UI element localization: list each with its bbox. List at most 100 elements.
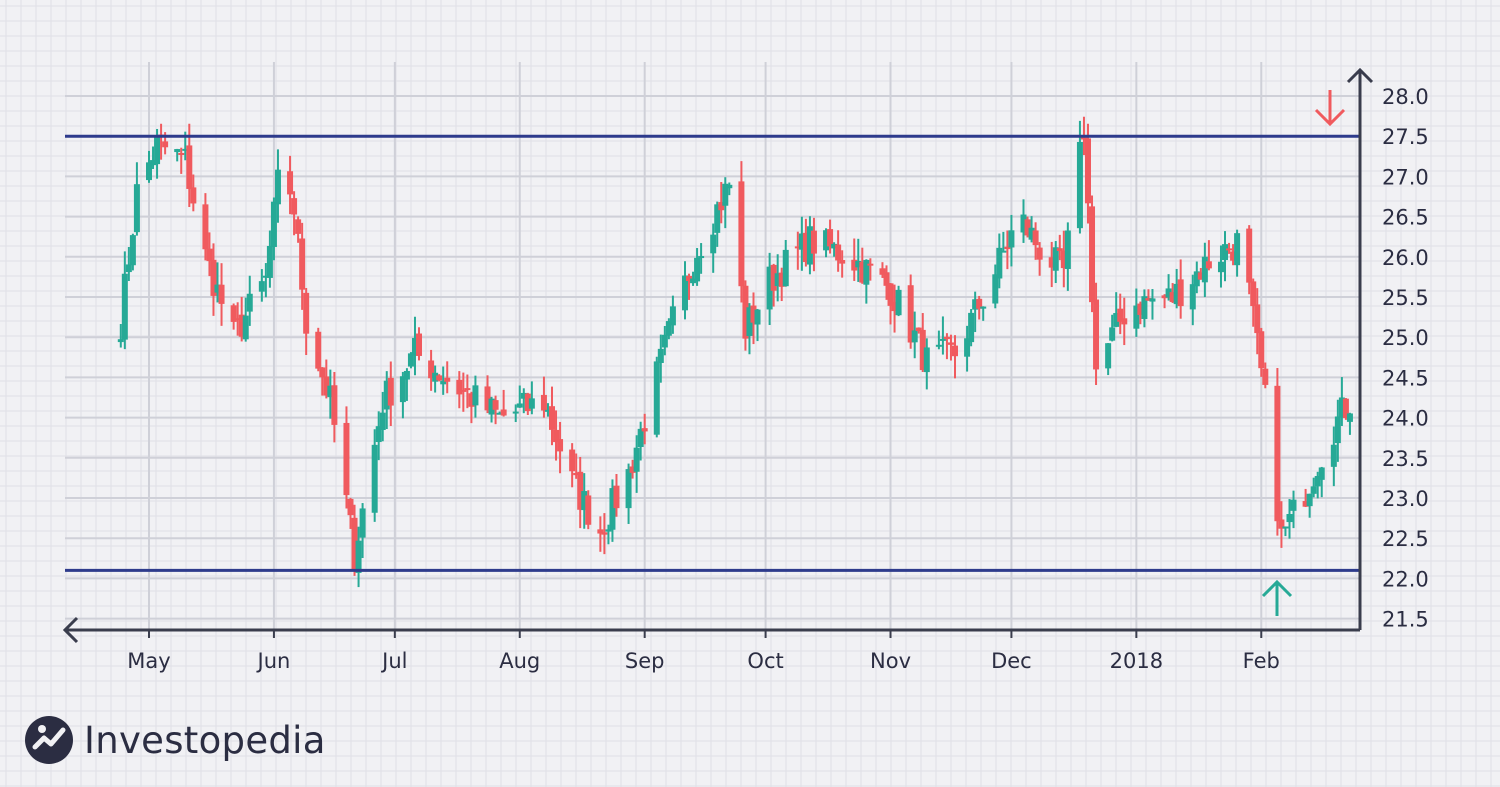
candle — [863, 259, 870, 304]
candle — [1036, 242, 1043, 276]
candle — [492, 395, 499, 425]
candle — [266, 230, 273, 288]
candle — [907, 274, 914, 349]
axes — [62, 67, 1374, 644]
candle — [512, 404, 519, 423]
candle — [460, 372, 467, 412]
candle — [287, 155, 294, 215]
candle — [1020, 199, 1027, 243]
y-tick-label: 26.0 — [1382, 246, 1429, 270]
x-tick-label: Feb — [1243, 649, 1280, 673]
candle — [351, 504, 358, 576]
candle — [1004, 230, 1011, 270]
candle — [1314, 471, 1321, 499]
level-markers — [1261, 90, 1346, 616]
candle — [1076, 120, 1083, 234]
y-tick-label: 23.0 — [1382, 487, 1429, 511]
y-axis-arrow-icon — [1346, 67, 1374, 84]
candle — [1117, 293, 1124, 335]
candle — [722, 177, 729, 229]
y-tick-label: 25.0 — [1382, 326, 1429, 350]
candle — [996, 233, 1003, 289]
y-tick-label: 22.0 — [1382, 567, 1429, 591]
candle — [295, 216, 302, 243]
candle — [1274, 368, 1281, 536]
candle — [464, 374, 471, 409]
candle — [1230, 244, 1237, 266]
candle — [1064, 222, 1071, 291]
candle — [569, 443, 576, 488]
candle — [379, 391, 386, 442]
candle — [1234, 229, 1241, 277]
candle — [1169, 283, 1176, 303]
candle — [750, 292, 757, 345]
candle — [1137, 301, 1144, 325]
candle — [331, 371, 338, 443]
x-tick-label: Oct — [747, 649, 783, 673]
candle — [1302, 488, 1309, 508]
candle — [980, 306, 987, 321]
candle — [238, 296, 245, 342]
candle — [968, 309, 975, 347]
candle — [964, 325, 971, 372]
candle — [1084, 123, 1091, 224]
candle — [468, 391, 475, 424]
candle — [1141, 289, 1148, 328]
x-tick-label: May — [127, 649, 170, 673]
y-tick-label: 21.5 — [1382, 608, 1429, 632]
candle — [806, 216, 813, 275]
candle — [992, 264, 999, 309]
candle — [629, 459, 636, 479]
candle — [444, 361, 451, 394]
candle — [887, 283, 894, 325]
candle — [1197, 268, 1204, 280]
candle — [319, 367, 326, 396]
candle — [540, 376, 547, 418]
candle — [891, 284, 898, 333]
x-tick-label: Sep — [625, 649, 665, 673]
candle — [516, 385, 523, 408]
candle — [383, 371, 390, 430]
candle — [129, 233, 136, 271]
candle — [1346, 412, 1353, 435]
candle — [456, 371, 463, 409]
candle — [895, 285, 902, 317]
x-tick-label: Aug — [499, 649, 540, 673]
candle — [428, 349, 435, 391]
candle — [1189, 274, 1196, 326]
candle — [839, 250, 846, 278]
resistance-arrow-icon — [1314, 90, 1346, 127]
y-tick-label: 24.5 — [1382, 366, 1429, 390]
candle — [794, 231, 801, 270]
support-arrow-icon — [1261, 579, 1293, 616]
investopedia-logo-icon — [25, 716, 73, 764]
major-grid — [65, 62, 1360, 630]
candle — [911, 311, 918, 359]
support-resistance-lines — [65, 134, 1360, 572]
candle — [1342, 398, 1349, 420]
candle — [778, 267, 785, 302]
candle — [972, 291, 979, 333]
candle — [403, 368, 410, 401]
candle — [1330, 426, 1337, 487]
candle — [1226, 242, 1233, 254]
x-tick-label: Jun — [256, 649, 291, 673]
candle — [274, 149, 281, 223]
candle — [718, 181, 725, 224]
candle — [943, 333, 950, 360]
candle — [416, 327, 423, 361]
candle — [1145, 289, 1152, 301]
candle — [1246, 225, 1253, 295]
candle — [665, 318, 672, 340]
candle — [855, 238, 862, 282]
candle — [359, 503, 366, 559]
candle — [125, 246, 132, 281]
candle — [681, 261, 688, 320]
candle — [1133, 288, 1140, 337]
candle — [117, 324, 124, 348]
candle — [754, 308, 761, 342]
candle — [883, 265, 890, 300]
candle — [581, 473, 588, 529]
candle — [798, 216, 805, 271]
